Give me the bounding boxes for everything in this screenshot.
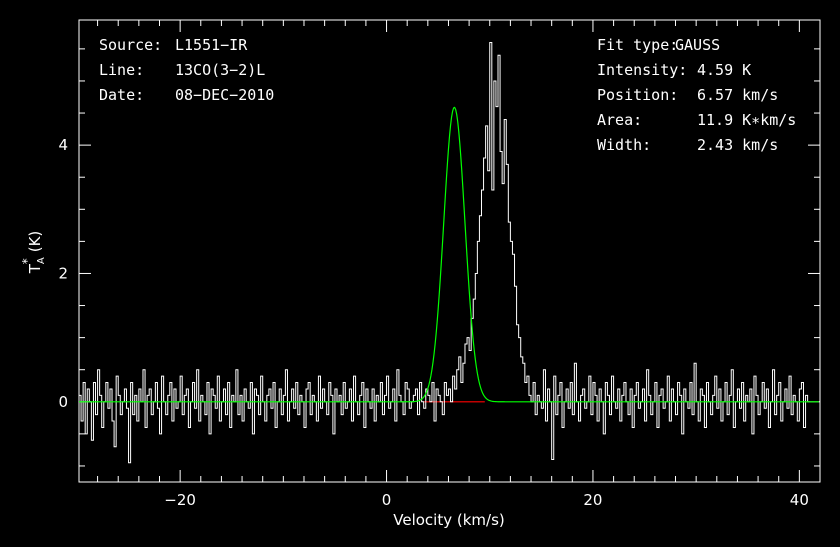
gaussian-fit-line	[79, 106, 819, 403]
svg-text:TA*(K): TA* (K)	[20, 231, 47, 275]
info-right-value-0: GAUSS	[675, 36, 720, 54]
info-left-value-2: 08−DEC−2010	[175, 86, 274, 104]
x-axis-label: Velocity (km/s)	[393, 511, 504, 529]
y-tick-label: 4	[58, 136, 68, 154]
y-label-sub: A	[36, 257, 47, 264]
info-left-key-2: Date:	[99, 86, 144, 104]
info-left-key-0: Source:	[99, 36, 162, 54]
info-right-key-0: Fit type:	[597, 36, 678, 54]
info-right-key-2: Position:	[597, 86, 678, 104]
y-label-main: T	[26, 263, 44, 274]
spectrum-series	[79, 41, 810, 464]
y-label-super: *	[20, 258, 34, 264]
x-tick-label: 20	[583, 491, 602, 509]
info-left-value-0: L1551−IR	[175, 36, 248, 54]
info-right-value-4: 2.43 km/s	[697, 136, 778, 154]
info-right-value-3: 11.9 K∗km/s	[697, 111, 796, 129]
info-left: Source: L1551−IR Line: 13CO(3−2)L Date: …	[99, 36, 274, 104]
y-tick-label: 0	[58, 393, 68, 411]
info-right-value-2: 6.57 km/s	[697, 86, 778, 104]
x-tick-label: 0	[382, 491, 392, 509]
plot-frame	[78, 19, 821, 483]
y-label-unit: (K)	[26, 231, 44, 253]
x-tick-label: 40	[790, 491, 809, 509]
y-tick-label: 2	[58, 264, 68, 282]
info-right-key-4: Width:	[597, 136, 651, 154]
y-axis-label: TA* (K)	[20, 231, 47, 275]
info-right: Fit type: GAUSS Intensity: 4.59 K Positi…	[597, 36, 796, 154]
info-left-key-1: Line:	[99, 61, 144, 79]
info-right-value-1: 4.59 K	[697, 61, 751, 79]
info-left-value-1: 13CO(3−2)L	[175, 61, 265, 79]
x-tick-label: −20	[164, 491, 196, 509]
info-right-key-3: Area:	[597, 111, 642, 129]
info-right-key-1: Intensity:	[597, 61, 687, 79]
